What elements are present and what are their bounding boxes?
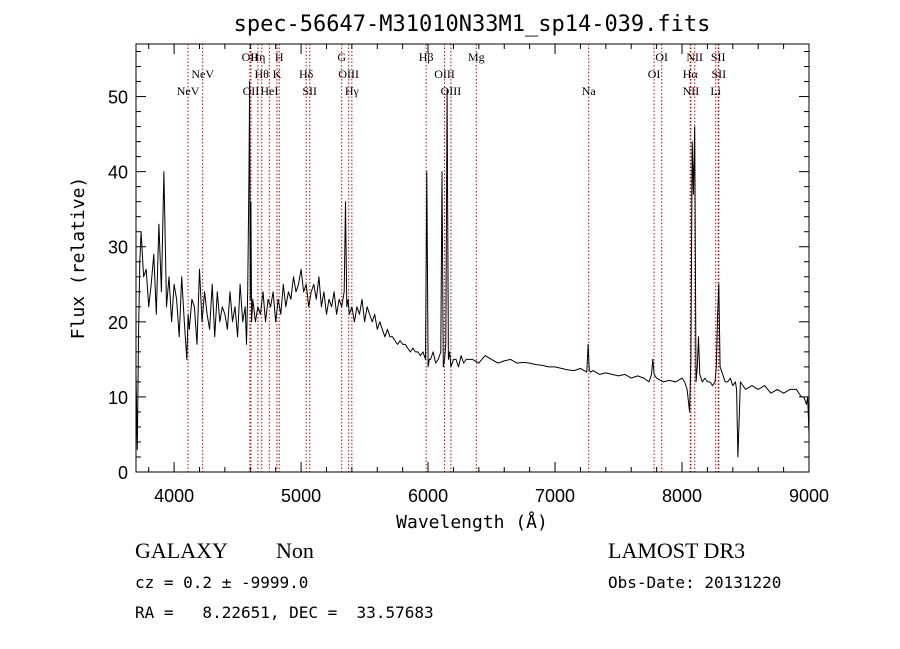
marker-label-26: Li — [710, 84, 721, 98]
sky-coordinates: RA = 8.22651, DEC = 33.57683 — [135, 603, 434, 622]
redshift-value: cz = 0.2 ± -9999.0 — [135, 573, 309, 592]
marker-label-9: Hδ — [299, 67, 314, 81]
y-tick-label-2: 20 — [108, 313, 128, 333]
y-tick-label-3: 30 — [108, 238, 128, 258]
marker-label-8: K — [273, 67, 282, 81]
y-axis-ticks: 0 10 20 30 40 50 — [108, 51, 809, 483]
emission-line-markers — [187, 44, 720, 472]
marker-label-17: Mg — [468, 50, 485, 64]
x-tick-label-2: 6000 — [408, 486, 448, 506]
x-axis-label: Wavelength (Å) — [396, 511, 548, 533]
object-subclass: Non — [276, 538, 314, 563]
marker-label-10: SII — [302, 84, 317, 98]
spectrum-line — [135, 81, 810, 458]
y-tick-label-4: 40 — [108, 163, 128, 183]
y-axis-label: Flux (relative) — [68, 177, 89, 340]
x-tick-label-1: 5000 — [281, 486, 321, 506]
y-tick-label-0: 0 — [118, 463, 128, 483]
marker-label-0: NeV — [177, 84, 200, 98]
marker-label-18: Na — [582, 84, 597, 98]
x-tick-label-5: 9000 — [789, 486, 829, 506]
marker-label-20: OI — [648, 67, 661, 81]
marker-label-16: OIII — [441, 84, 462, 98]
marker-label-5: Hθ — [255, 67, 270, 81]
marker-label-23: NII — [683, 84, 700, 98]
marker-label-24: SII — [711, 50, 726, 64]
marker-label-25: SII — [712, 67, 727, 81]
x-tick-label-3: 7000 — [535, 486, 575, 506]
marker-label-21: NII — [686, 50, 703, 64]
marker-label-15: OIII — [434, 67, 455, 81]
observation-date: Obs-Date: 20131220 — [608, 573, 782, 592]
marker-label-1: NeV — [191, 67, 214, 81]
marker-label-14: Hβ — [419, 50, 434, 64]
y-tick-label-5: 50 — [108, 88, 128, 108]
marker-label-6: HeI — [260, 84, 278, 98]
x-tick-label-4: 8000 — [662, 486, 702, 506]
marker-label-7: H — [275, 50, 284, 64]
x-axis-ticks: 4000 5000 6000 7000 8000 9000 — [148, 44, 829, 506]
marker-label-2: OII — [242, 50, 259, 64]
marker-label-4: Hη — [250, 50, 265, 64]
x-tick-label-0: 4000 — [154, 486, 194, 506]
survey-name: LAMOST DR3 — [608, 538, 746, 563]
y-tick-label-1: 10 — [108, 388, 128, 408]
plot-frame — [135, 43, 810, 473]
marker-label-13: Hγ — [345, 84, 360, 98]
marker-label-19: OI — [655, 50, 668, 64]
marker-label-11: G — [337, 50, 346, 64]
spectrum-series — [135, 81, 810, 458]
marker-label-12: OIII — [338, 67, 359, 81]
chart-title: spec-56647-M31010N33M1_sp14-039.fits — [234, 12, 711, 37]
marker-label-22: Hα — [683, 67, 699, 81]
object-class: GALAXY — [135, 538, 228, 563]
marker-label-3: OII — [243, 84, 260, 98]
